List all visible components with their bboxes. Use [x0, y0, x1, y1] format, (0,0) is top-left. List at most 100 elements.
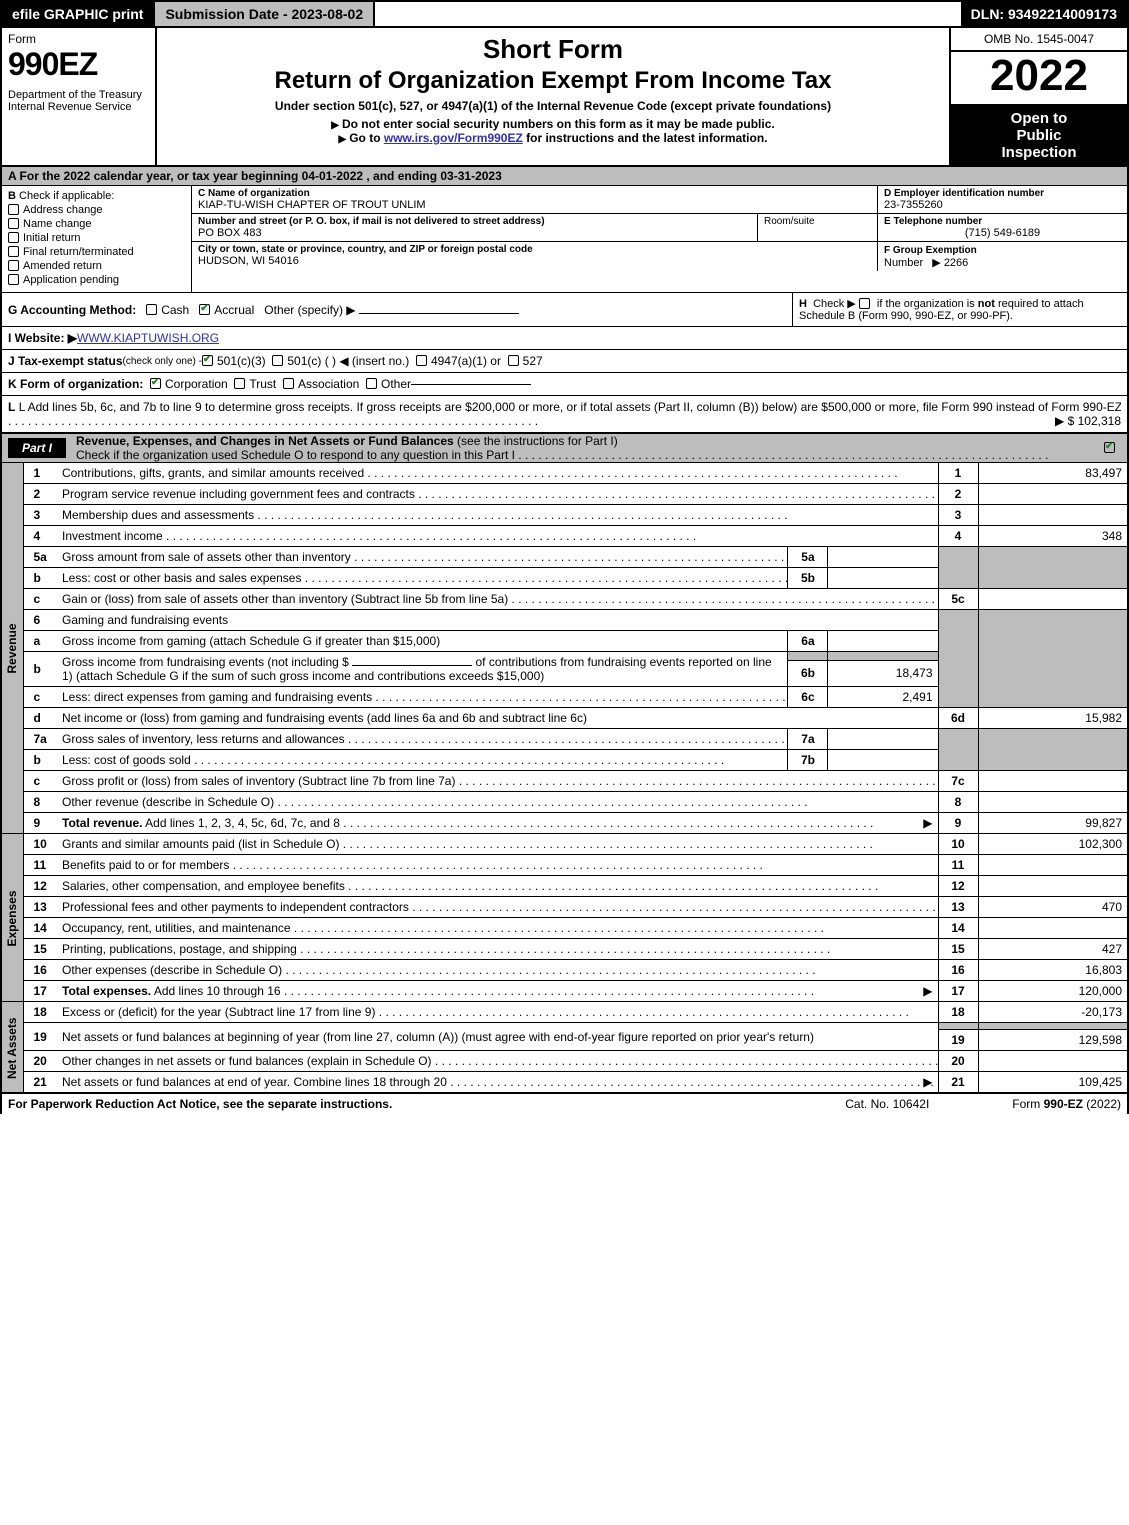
line-2: 2 Program service revenue including gove…: [1, 484, 1128, 505]
lbl-f: F Group Exemption: [884, 245, 977, 256]
b5c: 5c: [938, 589, 978, 610]
line-11: 11 Benefits paid to or for members 11: [1, 855, 1128, 876]
n15: 15: [23, 939, 57, 960]
b1: 1: [938, 463, 978, 484]
g-cash: Cash: [161, 303, 189, 317]
insp1: Open to: [955, 110, 1123, 127]
sl5b: 5b: [788, 568, 828, 589]
section-cdef: C Name of organization KIAP-TU-WISH CHAP…: [192, 186, 1127, 292]
dept-treasury: Department of the Treasury: [8, 89, 149, 101]
sub2-text: Do not enter social security numbers on …: [342, 117, 775, 131]
efile-print-cell[interactable]: efile GRAPHIC print: [2, 2, 155, 26]
k-label: K Form of organization:: [8, 377, 143, 391]
group-number: 2266: [944, 257, 968, 269]
chk-schedule-b[interactable]: [859, 298, 870, 309]
chk-501c3[interactable]: [202, 355, 213, 366]
n7a: 7a: [23, 729, 57, 750]
n12: 12: [23, 876, 57, 897]
line-17: 17 Total expenses. Add lines 10 through …: [1, 981, 1128, 1002]
section-e-phone: E Telephone number (715) 549-6189: [877, 214, 1127, 241]
n16: 16: [23, 960, 57, 981]
n21: 21: [23, 1072, 57, 1094]
submission-date-cell: Submission Date - 2023-08-02: [155, 2, 375, 26]
b2: 2: [938, 484, 978, 505]
row-gh: G Accounting Method: Cash Accrual Other …: [0, 293, 1129, 327]
v5c: [978, 589, 1128, 610]
chk-527[interactable]: [508, 355, 519, 366]
b7c: 7c: [938, 771, 978, 792]
chk-assoc[interactable]: [283, 378, 294, 389]
row-j: J Tax-exempt status (check only one) - 5…: [0, 350, 1129, 373]
side-revenue: Revenue: [1, 463, 23, 834]
d10: Grants and similar amounts paid (list in…: [62, 837, 339, 851]
g-other-input[interactable]: [359, 313, 519, 314]
chk-amended-return[interactable]: [8, 260, 19, 271]
title-return: Return of Organization Exempt From Incom…: [165, 67, 941, 95]
g-other: Other (specify) ▶: [264, 303, 355, 317]
chk-initial-return[interactable]: [8, 232, 19, 243]
b3: 3: [938, 505, 978, 526]
b9: 9: [938, 813, 978, 834]
line-20: 20 Other changes in net assets or fund b…: [1, 1051, 1128, 1072]
part-1-badge: Part I: [8, 438, 66, 458]
sv7a: [828, 729, 938, 750]
section-a: A For the 2022 calendar year, or tax yea…: [0, 167, 1129, 186]
chk-corp[interactable]: [150, 378, 161, 389]
sl5a: 5a: [788, 547, 828, 568]
b15: 15: [938, 939, 978, 960]
chk-cash[interactable]: [146, 304, 157, 315]
b16: 16: [938, 960, 978, 981]
shade-7: [938, 729, 978, 771]
irs-link[interactable]: www.irs.gov/Form990EZ: [384, 131, 523, 145]
chk-application-pending[interactable]: [8, 274, 19, 285]
d16: Other expenses (describe in Schedule O): [62, 963, 282, 977]
d6c: Less: direct expenses from gaming and fu…: [62, 690, 372, 704]
k-other-input[interactable]: [411, 384, 531, 385]
section-g: G Accounting Method: Cash Accrual Other …: [2, 299, 792, 321]
lbl-street: Number and street (or P. O. box, if mail…: [198, 216, 751, 227]
section-d-ein: D Employer identification number 23-7355…: [877, 186, 1127, 213]
d3: Membership dues and assessments: [62, 508, 254, 522]
n14: 14: [23, 918, 57, 939]
lbl-d: D Employer identification number: [884, 188, 1121, 199]
chk-trust[interactable]: [234, 378, 245, 389]
info-block: B Check if applicable: Address change Na…: [0, 186, 1129, 293]
website-link[interactable]: WWW.KIAPTUWISH.ORG: [77, 331, 219, 345]
d14: Occupancy, rent, utilities, and maintena…: [62, 921, 291, 935]
chk-final-return[interactable]: [8, 246, 19, 257]
n10: 10: [23, 834, 57, 855]
d8: Other revenue (describe in Schedule O): [62, 795, 274, 809]
insp3: Inspection: [955, 144, 1123, 161]
input-6b-amount[interactable]: [352, 665, 472, 666]
chk-name-change[interactable]: [8, 218, 19, 229]
sl6a: 6a: [788, 631, 828, 652]
d6: Gaming and fundraising events: [62, 613, 228, 627]
chk-address-change[interactable]: [8, 204, 19, 215]
chk-4947[interactable]: [416, 355, 427, 366]
chk-accrual[interactable]: [199, 304, 210, 315]
p1-title-bold: Revenue, Expenses, and Changes in Net As…: [76, 434, 454, 448]
d5b: Less: cost or other basis and sales expe…: [62, 571, 301, 585]
v19: 129,598: [978, 1030, 1128, 1051]
chk-501c[interactable]: [272, 355, 283, 366]
line-14: 14 Occupancy, rent, utilities, and maint…: [1, 918, 1128, 939]
j-c3: 501(c)(3): [217, 354, 266, 368]
b-letter: B: [8, 190, 16, 202]
form-number: 990EZ: [8, 46, 149, 83]
d2: Program service revenue including govern…: [62, 487, 415, 501]
sv5b: [828, 568, 938, 589]
d7b: Less: cost of goods sold: [62, 753, 191, 767]
sub3a: Go to: [349, 131, 384, 145]
n5b: b: [23, 568, 57, 589]
b20: 20: [938, 1051, 978, 1072]
omb-number: OMB No. 1545-0047: [951, 28, 1127, 52]
section-c-street: Number and street (or P. O. box, if mail…: [192, 214, 757, 241]
k-trust: Trust: [249, 377, 276, 391]
line-9: 9 Total revenue. Add lines 1, 2, 3, 4, 5…: [1, 813, 1128, 834]
chk-schedule-o[interactable]: [1104, 442, 1115, 453]
chk-other-org[interactable]: [366, 378, 377, 389]
shade-5v: [978, 547, 1128, 589]
line-21: 21 Net assets or fund balances at end of…: [1, 1072, 1128, 1094]
revenue-table: Revenue 1 Contributions, gifts, grants, …: [0, 463, 1129, 834]
l-text: L Add lines 5b, 6c, and 7b to line 9 to …: [19, 400, 1121, 414]
